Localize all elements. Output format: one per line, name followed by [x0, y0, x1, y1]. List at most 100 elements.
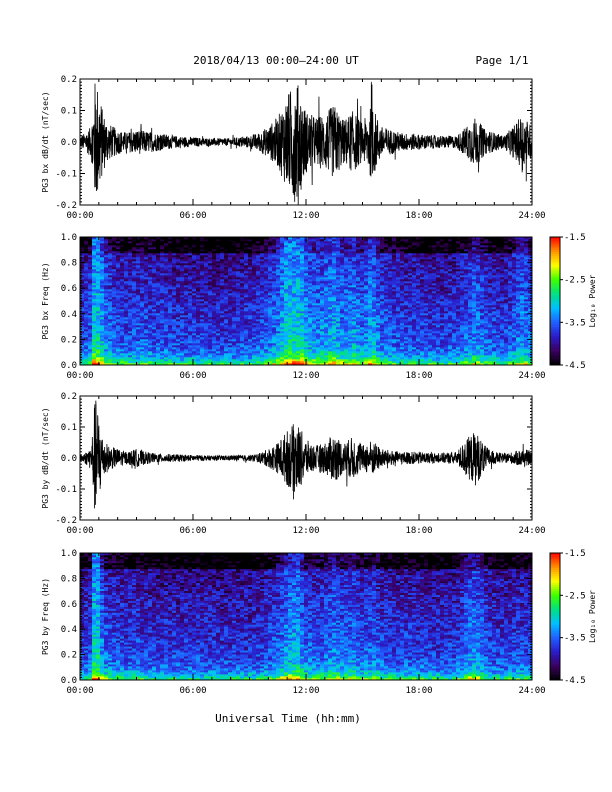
panel-2-cell — [232, 265, 237, 268]
panel-2-cell — [184, 311, 189, 314]
panel-2-cell — [228, 279, 233, 282]
panel-2-cell — [136, 265, 141, 268]
panel-2-cell — [92, 315, 97, 318]
panel-2-cell — [356, 279, 361, 282]
panel-2-cell — [80, 267, 85, 270]
panel-2-cell — [328, 243, 333, 246]
panel-2-cell — [184, 345, 189, 348]
panel-2-cell — [164, 317, 169, 320]
panel-2-cell — [352, 289, 357, 292]
panel-2-cell — [144, 359, 149, 362]
panel-2-cell — [308, 259, 313, 262]
panel-2-cell — [252, 325, 257, 328]
panel-2-cell — [344, 301, 349, 304]
panel-2-cell — [212, 355, 217, 358]
panel-2-cell — [372, 307, 377, 310]
panel-2-cell — [136, 273, 141, 276]
panel-2-cell — [208, 279, 213, 282]
panel-2-cell — [188, 331, 193, 334]
panel-2-cell — [148, 267, 153, 270]
panel-2-cell — [160, 271, 165, 274]
panel-2-cell — [108, 305, 113, 308]
panel-2-cell — [328, 265, 333, 268]
panel-2-cell — [212, 277, 217, 280]
panel-2-cell — [228, 259, 233, 262]
panel-2-cell — [348, 243, 353, 246]
panel-2-cell — [228, 349, 233, 352]
panel-2-cell — [268, 337, 273, 340]
panel-2-cell — [224, 249, 229, 252]
panel-2-cell — [308, 309, 313, 312]
panel-2-cell — [228, 261, 233, 264]
panel-2-cell — [268, 267, 273, 270]
panel-2-cell — [84, 287, 89, 290]
panel-2-cell — [240, 267, 245, 270]
panel-2-cell — [372, 313, 377, 316]
panel-2-cell — [288, 309, 293, 312]
panel-2-cell — [352, 265, 357, 268]
panel-2-cell — [296, 331, 301, 334]
panel-2-cell — [144, 245, 149, 248]
panel-2-cell — [192, 361, 197, 364]
panel-2-cell — [172, 317, 177, 320]
panel-2-cell — [164, 353, 169, 356]
panel-2-cell — [364, 291, 369, 294]
panel-2-cell — [348, 247, 353, 250]
panel-2-cell — [300, 361, 305, 364]
panel-2-cell — [312, 351, 317, 354]
panel-2-cell — [312, 261, 317, 264]
panel-2-cell — [152, 337, 157, 340]
panel-2-cell — [348, 311, 353, 314]
panel-2-cell — [284, 307, 289, 310]
panel-2-cell — [176, 273, 181, 276]
panel-2-cell — [124, 303, 129, 306]
panel-2-cell — [216, 241, 221, 244]
panel-2-cell — [100, 305, 105, 308]
panel-2-cell — [144, 285, 149, 288]
panel-2-cell — [168, 347, 173, 350]
panel-2-cell — [212, 261, 217, 264]
panel-2-cell — [332, 303, 337, 306]
panel-2-cell — [80, 317, 85, 320]
panel-2-cell — [344, 339, 349, 342]
panel-2-cell — [100, 333, 105, 336]
panel-2-cell — [84, 257, 89, 260]
panel-2-cell — [228, 321, 233, 324]
panel-2-cell — [264, 267, 269, 270]
panel-2-cell — [124, 319, 129, 322]
panel-2-cell — [196, 353, 201, 356]
panel-2-cell — [268, 343, 273, 346]
panel-2-cell — [196, 361, 201, 364]
panel-2-cell — [276, 311, 281, 314]
panel-2-cell — [140, 345, 145, 348]
panel-2-cell — [128, 323, 133, 326]
panel-2-cell — [344, 333, 349, 336]
panel-2-cell — [264, 353, 269, 356]
panel-2-cell — [272, 275, 277, 278]
panel-2-cell — [356, 259, 361, 262]
panel-2-cell — [252, 283, 257, 286]
panel-2-cell — [332, 249, 337, 252]
panel-2-cell — [304, 245, 309, 248]
panel-2-cell — [232, 279, 237, 282]
panel-2-cell — [332, 351, 337, 354]
panel-2-cell — [152, 357, 157, 360]
panel-2-cell — [380, 357, 385, 360]
panel-2-cell — [232, 275, 237, 278]
panel-2-cell — [252, 273, 257, 276]
panel-2-cell — [328, 317, 333, 320]
panel-2-cell — [236, 297, 241, 300]
panel-2-cell — [220, 335, 225, 338]
panel-2-cell — [160, 249, 165, 252]
panel-2-cell — [368, 237, 373, 240]
panel-2-cell — [124, 309, 129, 312]
panel-2-cell — [328, 305, 333, 308]
panel-2-cell — [116, 315, 121, 318]
panel-2-cell — [184, 351, 189, 354]
panel-2-cell — [80, 315, 85, 318]
panel-2-cell — [112, 321, 117, 324]
panel-2-cell — [136, 279, 141, 282]
panel-2-cell — [100, 255, 105, 258]
panel-2-cell — [196, 313, 201, 316]
panel-2-cell — [228, 363, 233, 366]
